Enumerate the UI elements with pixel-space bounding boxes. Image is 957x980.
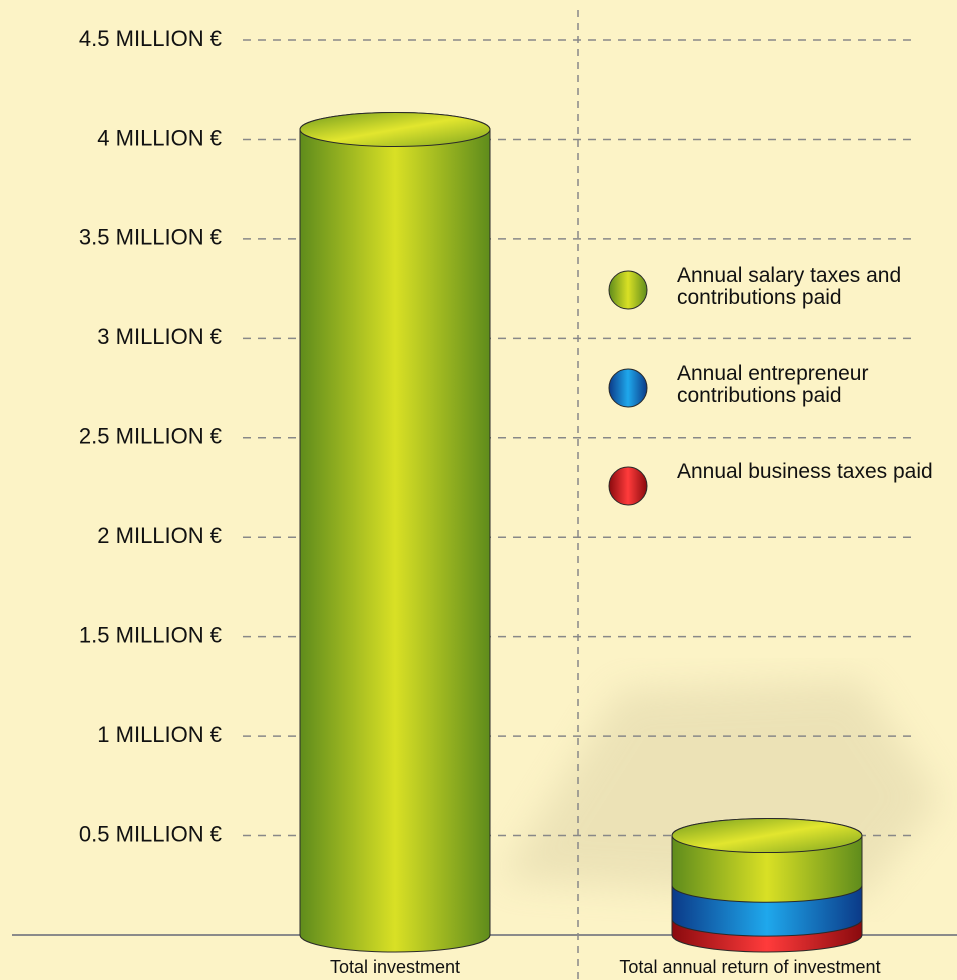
y-tick-label: 4 MILLION € [97, 125, 222, 150]
y-tick-label: 2 MILLION € [97, 523, 222, 548]
legend-swatch [608, 270, 648, 310]
x-tick-label: Total investment [330, 957, 460, 977]
legend-label: Annual business taxes paid [677, 460, 933, 483]
y-tick-label: 1 MILLION € [97, 722, 222, 747]
y-tick-label: 3 MILLION € [97, 324, 222, 349]
legend-swatch [608, 368, 648, 408]
y-tick-label: 2.5 MILLION € [79, 424, 222, 449]
y-tick-label: 1.5 MILLION € [79, 622, 222, 647]
cylinder-segment [671, 818, 863, 903]
cylinder-body [299, 112, 491, 953]
cylinder-segment [299, 112, 491, 953]
legend-swatch [608, 466, 648, 506]
cylinder-top [299, 112, 491, 147]
cylinder-top [671, 818, 863, 854]
y-tick-label: 4.5 MILLION € [79, 26, 222, 51]
legend-label: Annual salary taxes and contributions pa… [677, 264, 902, 309]
x-tick-label: Total annual return of investment [619, 957, 880, 977]
y-tick-label: 0.5 MILLION € [79, 821, 222, 846]
legend-label: Annual entrepreneur contributions paid [677, 362, 869, 407]
y-tick-label: 3.5 MILLION € [79, 225, 222, 250]
